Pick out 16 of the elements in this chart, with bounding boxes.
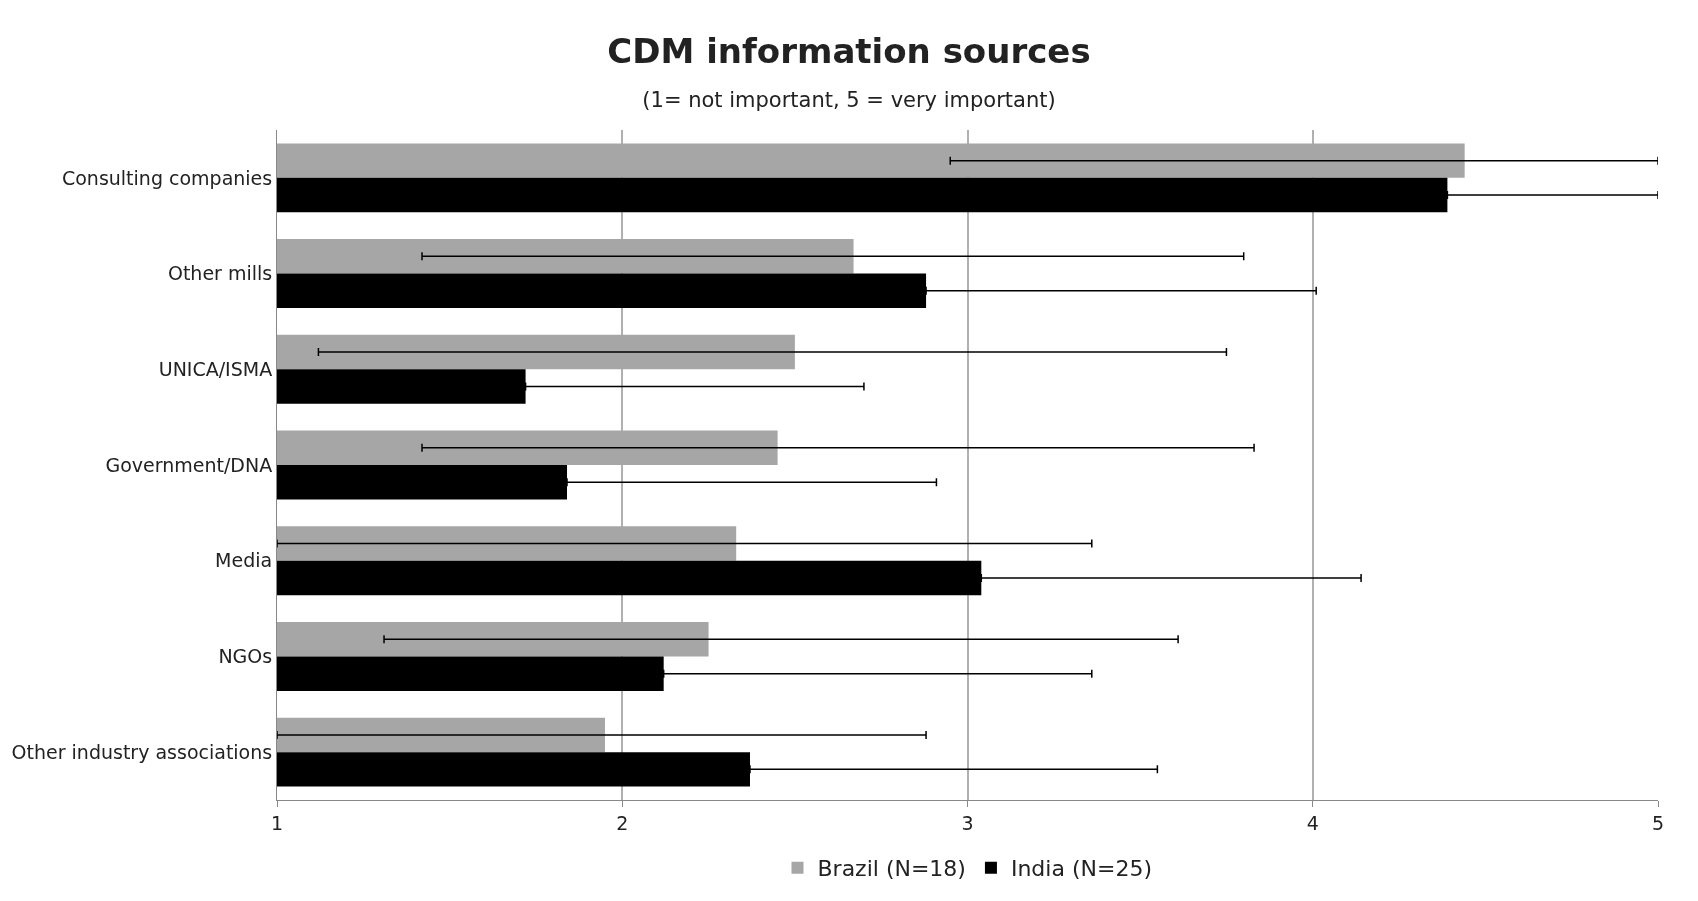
y-tick-label: Consulting companies: [61, 166, 273, 189]
x-tick-label: 4: [1306, 811, 1319, 834]
y-tick-label: NGOs: [218, 645, 273, 668]
y-tick-label: Other mills: [167, 262, 273, 285]
y-tick-label: UNICA/ISMA: [158, 357, 273, 380]
y-tick-label: Media: [215, 549, 273, 572]
chart-title: CDM information sources: [607, 31, 1091, 72]
legend-label: India (N=25): [1010, 856, 1152, 882]
x-tick-label: 1: [270, 811, 284, 834]
x-tick-label: 3: [961, 811, 974, 834]
x-tick-label: 2: [616, 811, 629, 834]
y-tick-label: Government/DNA: [105, 453, 273, 476]
x-tick-label: 5: [1651, 811, 1665, 834]
chart-subtitle: (1= not important, 5 = very important): [642, 88, 1056, 113]
y-tick-label: Other industry associations: [11, 740, 273, 763]
legend-label: Brazil (N=18): [817, 856, 966, 882]
